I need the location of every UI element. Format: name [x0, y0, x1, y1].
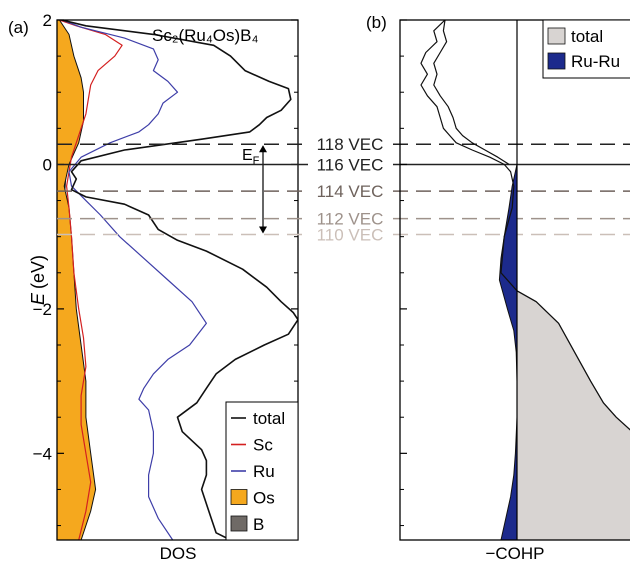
cohp-ru-ru-area	[498, 164, 518, 540]
legend-label-sc: Sc	[253, 436, 273, 455]
panel-b-plot-area	[420, 20, 630, 540]
vec-label-118-vec: 118 VEC	[317, 135, 384, 154]
legend-swatch-os	[230, 489, 248, 505]
vec-label-110-vec: 110 VEC	[317, 226, 384, 245]
panel-a-y-axis-label: E(eV)	[28, 255, 48, 305]
panel-b: (b) −COHP total Ru-Ru	[366, 13, 630, 563]
legend-swatch-b	[230, 515, 248, 532]
panel-a-label: (a)	[8, 18, 29, 37]
legend-label-ru: Ru	[253, 462, 275, 481]
panel-a: (a) Sc₂(Ru₄Os)B₄ E(eV) DOS 2 0 −2 −4 EF tot…	[8, 11, 299, 563]
y-tick-label: −2	[33, 300, 52, 319]
series-ru-line	[61, 20, 207, 540]
legend-b-label-ru-ru: Ru-Ru	[571, 52, 620, 71]
series-sc-line	[59, 20, 123, 540]
legend-b-label-total: total	[571, 27, 603, 46]
cohp-ru-ru-line	[433, 20, 510, 165]
cohp-total-line	[420, 20, 630, 431]
y-tick-label: −4	[33, 444, 52, 463]
fermi-arrowhead-down	[259, 226, 267, 234]
legend-b-swatch-total	[547, 27, 566, 45]
panel-a-x-axis-label: DOS	[160, 544, 197, 563]
vec-label-116-vec: 116 VEC	[317, 155, 384, 174]
panel-b-x-axis-label: −COHP	[485, 544, 544, 563]
fermi-level-annotation: EF	[242, 145, 267, 234]
panel-b-label: (b)	[366, 13, 387, 32]
legend-label-total: total	[253, 409, 285, 428]
panel-b-legend: total Ru-Ru	[542, 19, 630, 79]
legend-label-b: B	[253, 515, 264, 534]
panel-b-y-ticks	[400, 19, 407, 527]
series-total-line	[61, 20, 298, 540]
y-tick-label: 2	[43, 11, 52, 30]
panel-b-frame	[399, 19, 630, 541]
vec-label-112-vec: 112 VEC	[317, 210, 384, 229]
panel-a-frame	[56, 19, 299, 541]
series-os-area	[57, 20, 97, 540]
panel-a-legend: total Sc Ru Os B	[225, 401, 299, 541]
cohp-total-area	[516, 289, 630, 540]
legend-label-os: Os	[253, 489, 275, 508]
y-tick-label: 0	[43, 155, 52, 174]
legend-b-swatch-ru-ru	[547, 52, 566, 70]
vec-label-114-vec: 114 VEC	[317, 182, 384, 201]
panel-a-title: Sc₂(Ru₄Os)B₄	[152, 26, 258, 45]
panel-a-plot-area	[57, 20, 298, 540]
fermi-arrowhead-up	[259, 145, 267, 153]
